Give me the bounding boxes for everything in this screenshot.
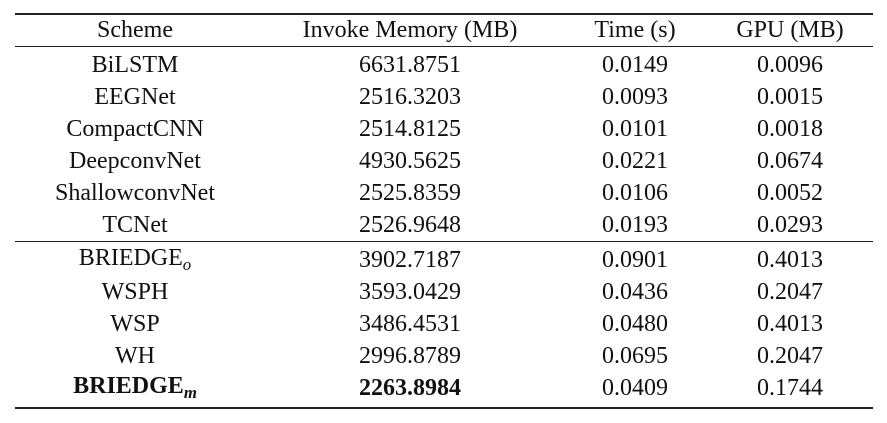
value-cell: 0.0436 <box>602 279 668 305</box>
value-cell: 0.0193 <box>602 212 668 238</box>
scheme-name: WSPH <box>101 279 169 305</box>
value-cell: 4930.5625 <box>359 148 461 174</box>
scheme-name: ShallowconvNet <box>55 180 215 206</box>
value-cell: 0.0093 <box>602 84 668 110</box>
value-cell: 0.0409 <box>602 375 668 401</box>
value-cell: 2526.9648 <box>359 212 461 238</box>
scheme-name: DeepconvNet <box>69 148 201 174</box>
scheme-cell: DeepconvNet <box>69 149 201 173</box>
scheme-cell: WSP <box>110 312 159 336</box>
scheme-cell: CompactCNN <box>66 117 203 141</box>
value-cell: 0.4013 <box>757 311 823 337</box>
value-cell: 0.0149 <box>602 52 668 78</box>
header-cell: Invoke Memory (MB) <box>302 17 518 43</box>
scheme-subscript: m <box>183 383 197 403</box>
value-cell: 0.0480 <box>602 311 668 337</box>
scheme-name: TCNet <box>102 212 168 238</box>
value-cell: 0.0015 <box>757 84 823 110</box>
scheme-cell: WSPH <box>102 280 169 304</box>
value-cell: 2525.8359 <box>359 180 461 206</box>
value-cell: 3902.7187 <box>359 247 461 273</box>
header-cell: Scheme <box>97 17 173 43</box>
scheme-name: BiLSTM <box>91 52 179 78</box>
scheme-cell: BiLSTM <box>92 53 179 77</box>
value-cell: 0.1744 <box>757 375 823 401</box>
scheme-cell: ShallowconvNet <box>55 181 215 205</box>
value-cell: 0.0096 <box>757 52 823 78</box>
scheme-name: EEGNet <box>94 84 176 110</box>
value-cell: 0.0695 <box>602 343 668 369</box>
scheme-name: WSP <box>110 311 160 337</box>
header-rule <box>15 46 873 47</box>
scheme-cell: WH <box>115 344 155 368</box>
value-cell: 0.0221 <box>602 148 668 174</box>
scheme-cell: BRIEDGEm <box>73 374 197 402</box>
value-cell: 2263.8984 <box>359 375 461 401</box>
value-cell: 0.2047 <box>757 279 823 305</box>
value-cell: 0.0101 <box>602 116 668 142</box>
value-cell: 0.0901 <box>602 247 668 273</box>
scheme-cell: EEGNet <box>94 85 175 109</box>
value-cell: 2996.8789 <box>359 343 461 369</box>
value-cell: 3593.0429 <box>359 279 461 305</box>
scheme-name: BRIEDGE <box>73 373 184 400</box>
scheme-cell: BRIEDGEo <box>79 246 191 274</box>
value-cell: 0.0018 <box>757 116 823 142</box>
value-cell: 2514.8125 <box>359 116 461 142</box>
value-cell: 0.2047 <box>757 343 823 369</box>
top-rule <box>15 13 873 15</box>
value-cell: 0.0293 <box>757 212 823 238</box>
value-cell: 2516.3203 <box>359 84 461 110</box>
value-cell: 6631.8751 <box>359 52 461 78</box>
value-cell: 3486.4531 <box>359 311 461 337</box>
value-cell: 0.0106 <box>602 180 668 206</box>
scheme-cell: TCNet <box>102 213 167 237</box>
value-cell: 0.4013 <box>757 247 823 273</box>
value-cell: 0.0674 <box>757 148 823 174</box>
scheme-name: WH <box>115 343 155 369</box>
value-cell: 0.0052 <box>757 180 823 206</box>
header-cell: GPU (MB) <box>736 17 844 43</box>
group-rule <box>15 241 873 242</box>
bottom-rule <box>15 407 873 409</box>
scheme-name: CompactCNN <box>66 116 204 142</box>
scheme-subscript: o <box>182 255 192 275</box>
header-cell: Time (s) <box>594 17 676 43</box>
scheme-name: BRIEDGE <box>78 245 183 272</box>
